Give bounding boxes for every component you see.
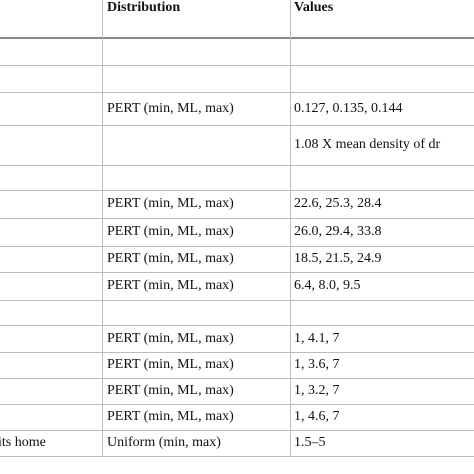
header-rule: [0, 37, 474, 39]
cell-distribution: PERT (min, ML, max): [107, 409, 234, 424]
row-rule: [0, 92, 474, 93]
cell-values: 6.4, 8.0, 9.5: [294, 278, 361, 293]
row-rule: [0, 65, 474, 66]
cell-values: 1, 3.6, 7: [294, 357, 340, 372]
row-rule: [0, 456, 474, 457]
row-rule: [0, 325, 474, 326]
cell-label: its home: [0, 435, 46, 450]
cell-distribution: PERT (min, ML, max): [107, 383, 234, 398]
cell-values: 1.08 X mean density of dr: [294, 137, 441, 152]
cell-distribution: PERT (min, ML, max): [107, 196, 234, 211]
row-rule: [0, 404, 474, 405]
cell-values: 1.5–5: [294, 435, 326, 450]
cell-values: 1, 3.2, 7: [294, 383, 340, 398]
cell-values: 1, 4.1, 7: [294, 330, 340, 346]
cell-distribution: PERT (min, ML, max): [107, 100, 234, 116]
cell-values: 26.0, 29.4, 33.8: [294, 224, 382, 239]
cell-distribution: PERT (min, ML, max): [107, 278, 234, 293]
cell-values: 0.127, 0.135, 0.144: [294, 100, 403, 116]
header-distribution: Distribution: [107, 0, 181, 15]
cell-distribution: PERT (min, ML, max): [107, 224, 234, 239]
header-values: Values: [294, 0, 334, 15]
row-rule: [0, 300, 474, 301]
row-rule: [0, 272, 474, 273]
cell-values: 1, 4.6, 7: [294, 409, 340, 424]
cell-distribution: PERT (min, ML, max): [107, 357, 234, 372]
row-rule: [0, 352, 474, 353]
row-rule: [0, 378, 474, 379]
row-rule: [0, 165, 474, 166]
row-rule: [0, 125, 474, 126]
row-rule: [0, 190, 474, 191]
cell-values: 22.6, 25.3, 28.4: [294, 196, 382, 211]
cell-values: 18.5, 21.5, 24.9: [294, 251, 382, 266]
column-rule: [102, 0, 103, 456]
column-rule: [290, 0, 291, 456]
row-rule: [0, 218, 474, 219]
cell-distribution: PERT (min, ML, max): [107, 330, 234, 346]
row-rule: [0, 430, 474, 431]
cell-distribution: Uniform (min, max): [107, 435, 221, 450]
row-rule: [0, 246, 474, 247]
cell-distribution: PERT (min, ML, max): [107, 251, 234, 266]
